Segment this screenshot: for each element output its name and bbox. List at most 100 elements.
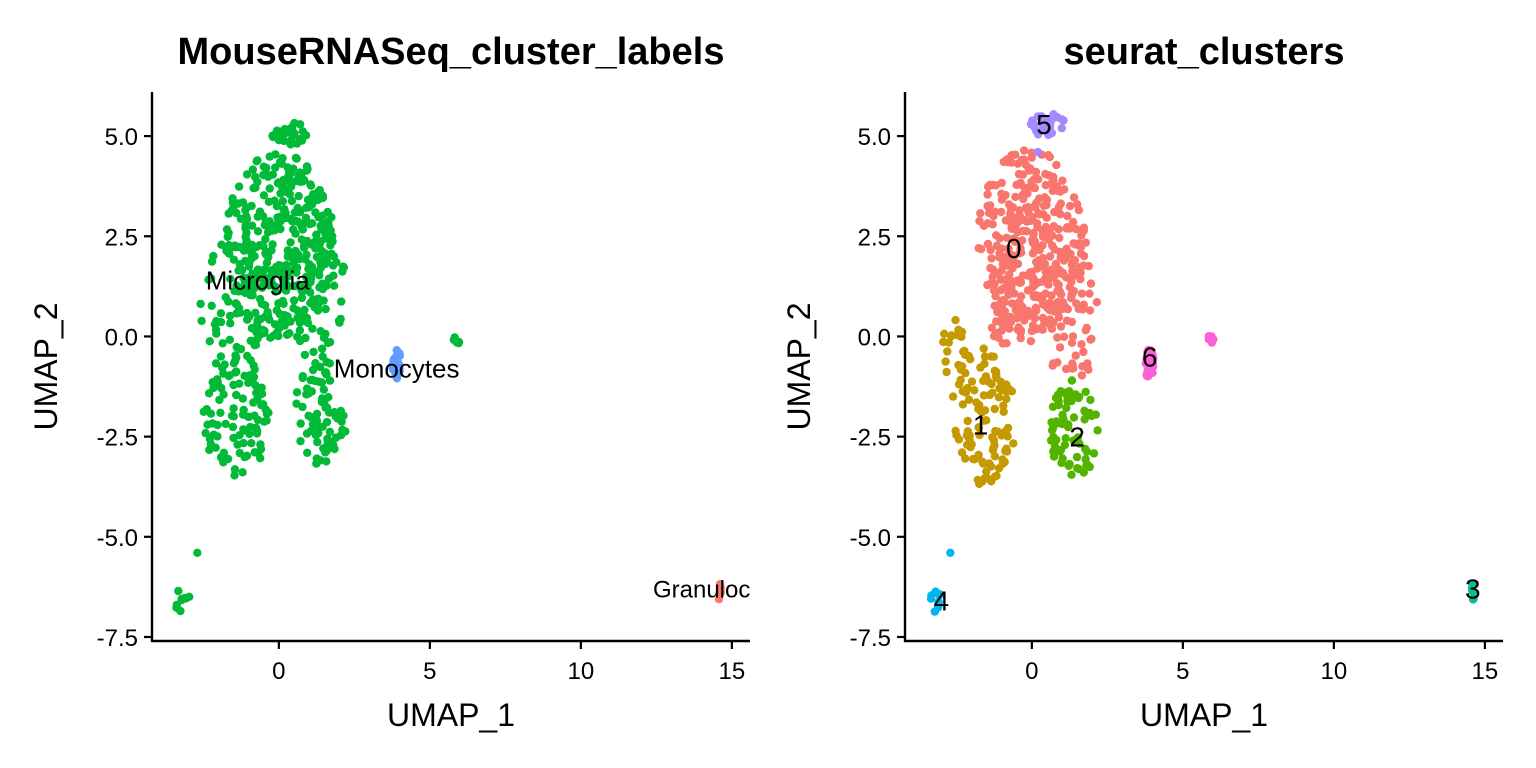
point-1 (991, 472, 999, 480)
point-microglia (251, 184, 259, 192)
point-2 (1073, 464, 1081, 472)
point-microglia (236, 449, 244, 457)
point-0 (1039, 254, 1047, 262)
point-microglia (312, 431, 320, 439)
point-2 (1093, 426, 1101, 434)
point-microglia (196, 300, 204, 308)
point-0 (988, 324, 996, 332)
point-microglia (232, 300, 240, 308)
point-microglia (314, 213, 322, 221)
point-microglia (316, 222, 324, 230)
point-microglia (317, 263, 325, 271)
point-microglia (214, 378, 222, 386)
point-0 (1000, 192, 1008, 200)
point-microglia (243, 316, 251, 324)
point-0 (1023, 189, 1031, 197)
point-1 (980, 474, 988, 482)
point-1 (998, 386, 1006, 394)
point-microglia (261, 221, 269, 229)
point-0 (1048, 325, 1056, 333)
point-microglia (230, 412, 238, 420)
point-0 (1067, 277, 1075, 285)
point-microglia (299, 225, 307, 233)
point-0 (999, 275, 1007, 283)
point-microglia (259, 242, 267, 250)
x-tick-label: 10 (1321, 658, 1348, 685)
y-tick-label: -5.0 (850, 525, 891, 552)
point-microglia (178, 596, 186, 604)
cluster-label-0: 0 (1006, 233, 1022, 264)
point-microglia (265, 315, 273, 323)
point-microglia (229, 423, 237, 431)
point-microglia (268, 132, 276, 140)
point-microglia (206, 337, 214, 345)
point-microglia (265, 198, 273, 206)
point-1 (1009, 439, 1017, 447)
point-microglia (286, 170, 294, 178)
point-0 (1042, 223, 1050, 231)
x-axis-title: UMAP_1 (1140, 697, 1268, 733)
point-microglia (335, 317, 343, 325)
point-microglia (240, 426, 248, 434)
point-0 (1026, 217, 1034, 225)
point-1 (1008, 387, 1016, 395)
point-microglia (290, 119, 298, 127)
point-1 (957, 376, 965, 384)
point-microglia (281, 209, 289, 217)
scatter-points (927, 110, 1478, 616)
point-1 (1002, 445, 1010, 453)
point-1 (990, 353, 998, 361)
point-microglia (213, 432, 221, 440)
point-microglia (296, 337, 304, 345)
point-microglia (224, 297, 232, 305)
x-tick-label: 15 (1472, 658, 1499, 685)
point-microglia (326, 241, 334, 249)
point-2 (1090, 449, 1098, 457)
point-microglia (293, 306, 301, 314)
point-0 (1084, 364, 1092, 372)
y-tick-label: 5.0 (858, 124, 891, 151)
point-0 (1086, 306, 1094, 314)
point-0 (986, 246, 994, 254)
point-microglia (243, 241, 251, 249)
point-microglia (287, 182, 295, 190)
point-0 (1079, 348, 1087, 356)
point-0 (1080, 224, 1088, 232)
point-0 (1073, 269, 1081, 277)
point-microglia (264, 409, 272, 417)
point-4 (946, 549, 954, 557)
x-axis-title: UMAP_1 (387, 697, 515, 733)
point-0 (1043, 196, 1051, 204)
point-0 (1020, 316, 1028, 324)
point-0 (1036, 294, 1044, 302)
point-2 (1059, 454, 1067, 462)
point-microglia (239, 411, 247, 419)
point-2 (1054, 419, 1062, 427)
point-0 (1072, 299, 1080, 307)
point-2 (1080, 407, 1088, 415)
point-1 (990, 441, 998, 449)
point-0 (986, 264, 994, 272)
point-microglia (253, 321, 261, 329)
point-microglia (260, 418, 268, 426)
point-microglia (288, 131, 296, 139)
point-microglia (206, 435, 214, 443)
point-0 (1077, 250, 1085, 258)
cluster-label-monocytes: Monocytes (334, 354, 460, 384)
point-0 (1016, 179, 1024, 187)
point-0 (1019, 170, 1027, 178)
point-microglia (319, 352, 327, 360)
point-1 (941, 357, 949, 365)
point-microglia (268, 240, 276, 248)
point-0 (1077, 340, 1085, 348)
point-0 (1007, 277, 1015, 285)
point-0 (1085, 290, 1093, 298)
point-microglia (230, 256, 238, 264)
point-microglia (296, 437, 304, 445)
point-microglia (303, 449, 311, 457)
point-microglia (324, 339, 332, 347)
point-0 (1041, 316, 1049, 324)
x-tick-label: 5 (1176, 658, 1189, 685)
y-tick-label: 5.0 (105, 124, 138, 151)
point-0 (1015, 277, 1023, 285)
